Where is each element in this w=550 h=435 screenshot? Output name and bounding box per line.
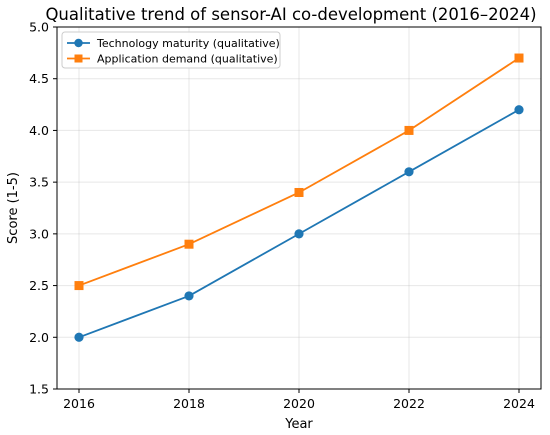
y-tick-label: 4.5	[29, 71, 49, 86]
y-axis-ticks: 1.5 2.0 2.5 3.0 3.5 4.0 4.5 5.0	[29, 20, 57, 397]
data-point	[404, 125, 414, 135]
data-point	[184, 239, 194, 249]
legend: Technology maturity (qualitative) Applica…	[61, 31, 281, 69]
x-tick-label: 2024	[503, 396, 535, 411]
y-tick-label: 3.5	[29, 175, 49, 190]
data-point	[74, 332, 84, 342]
y-axis-label: Score (1-5)	[6, 172, 21, 244]
y-tick-label: 1.5	[29, 382, 49, 397]
x-axis-label: Year	[284, 417, 313, 432]
y-tick-label: 3.0	[29, 226, 49, 241]
series-layer	[74, 53, 524, 342]
x-tick-label: 2020	[283, 396, 315, 411]
legend-box	[61, 31, 281, 69]
legend-item: Application demand (qualitative)	[67, 53, 278, 66]
x-tick-label: 2022	[393, 396, 425, 411]
legend-item: Technology maturity (qualitative)	[67, 37, 280, 50]
y-tick-label: 4.0	[29, 123, 49, 138]
y-tick-label: 2.5	[29, 278, 49, 293]
series-2	[74, 53, 524, 291]
legend-marker	[74, 38, 83, 48]
legend-marker	[74, 54, 83, 63]
grid	[57, 26, 541, 390]
data-point	[514, 105, 524, 115]
data-point	[514, 53, 524, 63]
data-point	[184, 291, 194, 301]
series-1	[74, 105, 524, 342]
x-tick-label: 2016	[63, 396, 95, 411]
data-point	[74, 281, 84, 291]
legend-label: Technology maturity (qualitative)	[96, 37, 280, 50]
chart-title: Qualitative trend of sensor-AI co-develo…	[45, 5, 536, 24]
y-tick-label: 5.0	[29, 20, 49, 35]
data-point	[404, 167, 414, 177]
data-point	[294, 187, 304, 197]
data-point	[294, 229, 304, 239]
y-tick-label: 2.0	[29, 330, 49, 345]
x-tick-label: 2018	[173, 396, 205, 411]
legend-label: Application demand (qualitative)	[97, 53, 278, 66]
x-axis-ticks: 2016 2018 2020 2022 2024	[63, 389, 535, 411]
